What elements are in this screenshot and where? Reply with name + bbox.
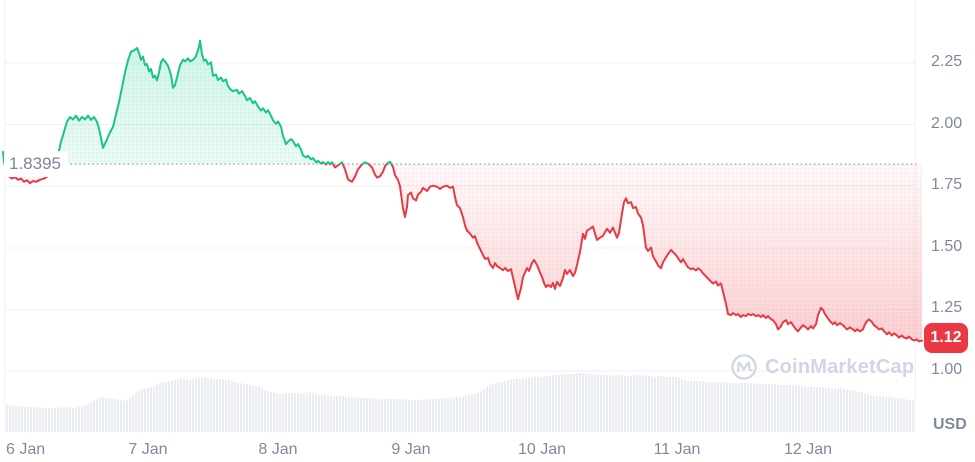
y-axis-tick: 1.50	[931, 237, 963, 255]
baseline-price-label: 1.8395	[4, 150, 68, 177]
x-axis-tick: 9 Jan	[391, 441, 431, 458]
y-axis-tick: 1.25	[931, 299, 963, 317]
x-axis-tick: 11 Jan	[653, 441, 701, 458]
x-axis-tick: 6 Jan	[6, 441, 46, 458]
y-axis-tick: 1.75	[931, 176, 963, 194]
current-price-badge: 1.12	[924, 323, 968, 353]
x-axis-tick: 8 Jan	[258, 441, 298, 458]
x-axis-tick: 7 Jan	[128, 441, 168, 458]
x-axis-tick: 10 Jan	[517, 441, 567, 458]
x-axis-tick: 12 Jan	[783, 441, 833, 458]
currency-label: USD	[933, 416, 967, 433]
y-axis-tick: 2.25	[931, 53, 963, 70]
y-axis-tick: 2.00	[931, 114, 963, 132]
y-axis-tick: 1.00	[931, 361, 963, 378]
